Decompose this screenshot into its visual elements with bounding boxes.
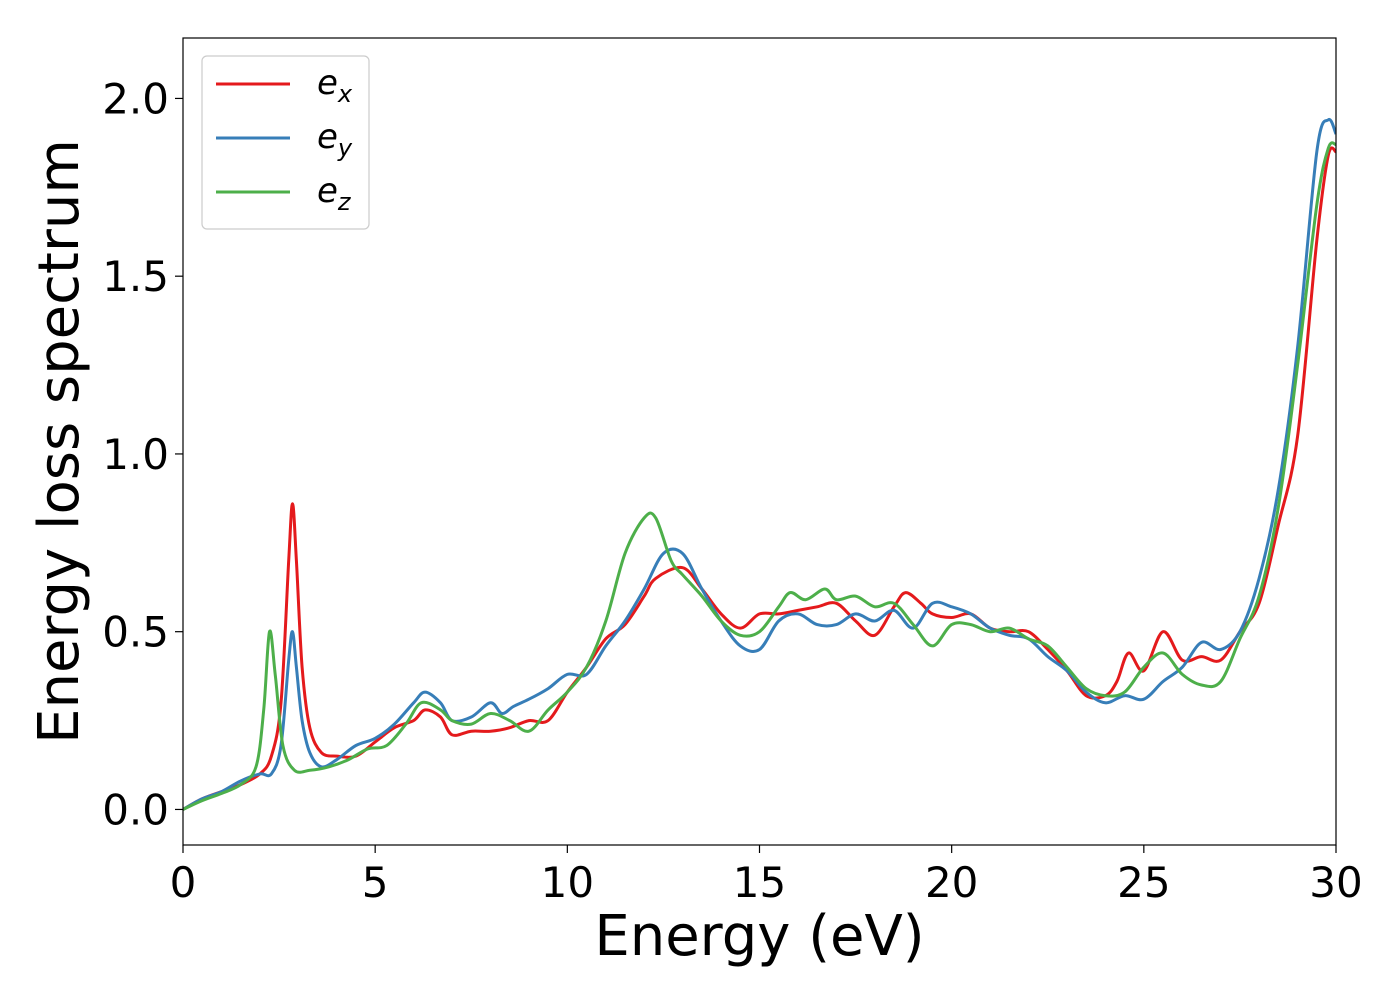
y-tick-label: 0.0 bbox=[102, 785, 169, 834]
legend-label-subscript: z bbox=[337, 188, 352, 216]
legend-label-base: e bbox=[317, 171, 338, 211]
series-line-ey bbox=[183, 117, 1336, 811]
x-axis-title: Energy (eV) bbox=[594, 904, 924, 969]
legend-box bbox=[201, 55, 370, 230]
legend-label: ex bbox=[317, 63, 353, 108]
x-tick-label: 5 bbox=[362, 858, 389, 907]
y-axis-ticks: 0.0 0.5 1.0 1.5 2.0 bbox=[102, 74, 183, 834]
series-layer bbox=[183, 117, 1336, 811]
x-tick-label: 20 bbox=[925, 858, 978, 907]
legend-label-base: e bbox=[317, 117, 338, 157]
legend-label-base: e bbox=[317, 63, 338, 103]
legend-label-subscript: x bbox=[337, 80, 353, 108]
legend-label-subscript: y bbox=[337, 134, 353, 162]
y-tick-label: 0.5 bbox=[102, 608, 169, 657]
x-tick-label: 25 bbox=[1117, 858, 1170, 907]
series-line-ez bbox=[183, 141, 1336, 811]
x-tick-label: 15 bbox=[733, 858, 786, 907]
x-axis-ticks: 0 5 10 15 20 25 30 bbox=[170, 845, 1363, 907]
y-tick-label: 1.0 bbox=[102, 430, 169, 479]
y-tick-label: 2.0 bbox=[102, 74, 169, 123]
x-tick-label: 0 bbox=[170, 858, 197, 907]
legend-label: ez bbox=[317, 171, 352, 216]
legend-label: ey bbox=[317, 117, 353, 162]
y-tick-label: 1.5 bbox=[102, 252, 169, 301]
x-tick-label: 10 bbox=[541, 858, 594, 907]
y-axis-title: Energy loss spectrum bbox=[27, 139, 92, 744]
x-tick-label: 30 bbox=[1309, 858, 1362, 907]
